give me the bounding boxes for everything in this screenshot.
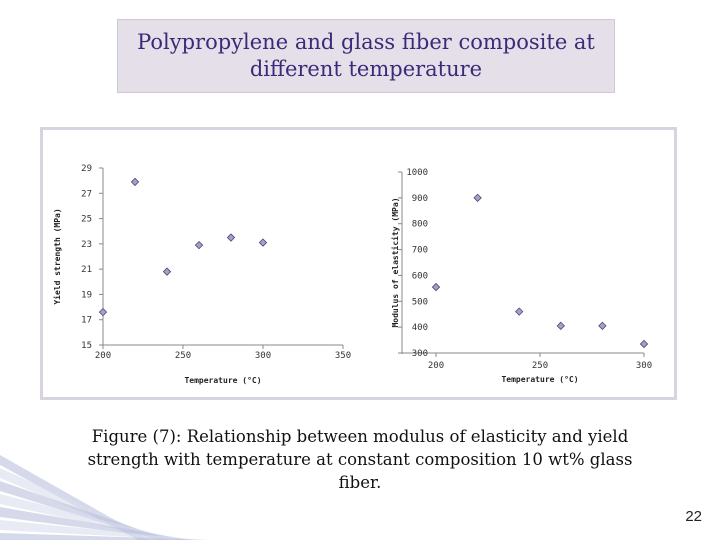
x-tick-label: 300 — [255, 351, 271, 361]
x-tick-label: 250 — [532, 361, 548, 371]
data-point — [473, 193, 482, 203]
corner-stripe — [0, 533, 210, 540]
corner-stripe — [0, 494, 180, 540]
y-tick-label: 300 — [412, 349, 428, 359]
x-tick-label: 300 — [636, 361, 652, 371]
data-point — [194, 240, 204, 250]
x-axis-label: Temperature (°C) — [501, 375, 578, 384]
y-tick-label: 29 — [81, 164, 92, 174]
y-tick-label: 600 — [412, 271, 428, 281]
corner-stripe — [0, 481, 170, 540]
data-point — [556, 321, 565, 331]
data-point — [226, 233, 236, 242]
corner-decoration — [0, 455, 210, 540]
data-point — [639, 339, 649, 349]
y-tick-label: 25 — [81, 215, 92, 225]
x-tick-label: 350 — [335, 351, 351, 361]
y-axis-label: Modulus of elasticity (MPa) — [390, 197, 400, 327]
y-tick-label: 1000 — [406, 168, 428, 178]
corner-stripe — [0, 507, 190, 540]
y-axis-label: Yield strength (MPa) — [52, 208, 62, 304]
corner-stripe — [0, 520, 200, 540]
y-tick-label: 500 — [412, 297, 428, 307]
y-tick-label: 19 — [81, 290, 92, 300]
y-tick-label: 17 — [81, 316, 92, 326]
data-point — [98, 307, 108, 317]
y-tick-label: 400 — [412, 323, 428, 333]
figure-caption: Figure (7): Relationship between modulus… — [87, 427, 633, 492]
data-point — [162, 267, 172, 276]
page-number: 22 — [685, 508, 702, 525]
y-tick-label: 700 — [412, 246, 428, 256]
x-tick-label: 200 — [95, 351, 111, 361]
x-tick-label: 200 — [428, 361, 444, 371]
x-tick-label: 250 — [175, 351, 191, 361]
y-tick-label: 21 — [81, 265, 92, 275]
data-point — [598, 321, 607, 331]
y-tick-label: 27 — [81, 189, 92, 199]
x-axis-label: Temperature (°C) — [184, 376, 261, 385]
title-box: Polypropylene and glass fiber composite … — [117, 19, 615, 93]
y-tick-label: 800 — [412, 220, 428, 230]
data-point — [515, 307, 524, 316]
data-point — [258, 238, 268, 247]
corner-stripe — [0, 468, 160, 540]
y-tick-label: 23 — [81, 240, 92, 250]
chart-panel — [40, 127, 677, 400]
data-point — [431, 282, 441, 292]
data-point — [130, 177, 140, 187]
y-tick-label: 15 — [81, 341, 92, 351]
y-tick-label: 900 — [412, 194, 428, 204]
slide-title: Polypropylene and glass fiber composite … — [137, 30, 595, 81]
